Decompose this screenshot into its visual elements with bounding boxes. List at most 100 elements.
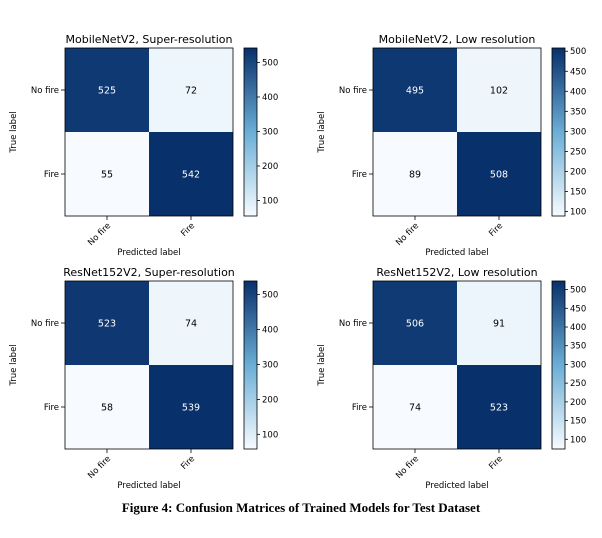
matrix-cell xyxy=(65,281,149,365)
matrix-cell xyxy=(149,365,233,449)
colorbar-tick-label: 300 xyxy=(262,127,278,137)
y-tick-label: No fire xyxy=(31,319,59,329)
y-axis-label: True label xyxy=(317,344,327,386)
colorbar-tick-label: 400 xyxy=(262,326,278,336)
colorbar-tick-label: 250 xyxy=(570,379,586,389)
figure-caption: Figure 4: Confusion Matrices of Trained … xyxy=(121,500,481,515)
cell-value-label: 74 xyxy=(409,403,421,414)
colorbar xyxy=(243,47,258,217)
cell-value-label: 523 xyxy=(490,403,508,414)
confusion-matrix-panel: MobileNetV2, Low resolution 495 102 89 508 No… xyxy=(317,33,586,258)
panel-title: MobileNetV2, Super-resolution xyxy=(65,33,232,46)
colorbar-tick-label: 500 xyxy=(570,47,586,57)
x-tick-label: No fire xyxy=(86,454,113,481)
confusion-matrix-panel: MobileNetV2, Super-resolution 525 72 55 542 N… xyxy=(9,33,278,258)
matrix-cell xyxy=(373,365,457,449)
confusion-matrix-figure: MobileNetV2, Super-resolution 525 72 55 542 N… xyxy=(9,33,586,490)
colorbar xyxy=(243,280,258,450)
colorbar-tick-label: 200 xyxy=(262,395,278,405)
y-tick-label: Fire xyxy=(44,403,59,413)
y-tick-label: No fire xyxy=(339,319,367,329)
matrix-cell xyxy=(149,281,233,365)
colorbar-tick-label: 300 xyxy=(570,360,586,370)
matrix-cell xyxy=(457,365,541,449)
panel-title: ResNet152V2, Super-resolution xyxy=(63,266,235,279)
colorbar-tick-label: 500 xyxy=(570,286,586,296)
colorbar-tick-label: 100 xyxy=(570,435,586,445)
y-tick-label: Fire xyxy=(352,403,367,413)
x-tick-label: Fire xyxy=(487,454,505,472)
colorbar-tick-label: 100 xyxy=(570,208,586,218)
y-axis-label: True label xyxy=(9,111,19,153)
y-tick-label: Fire xyxy=(44,170,59,180)
matrix-frame xyxy=(64,280,234,450)
x-axis-label: Predicted label xyxy=(117,248,180,258)
cell-value-label: 525 xyxy=(98,86,116,97)
colorbar-tick-label: 250 xyxy=(570,147,586,157)
colorbar-tick-label: 150 xyxy=(570,417,586,427)
matrix-cell xyxy=(373,48,457,132)
matrix-cell xyxy=(373,132,457,216)
colorbar-tick-label: 500 xyxy=(262,58,278,68)
confusion-matrix-panel: ResNet152V2, Low resolution 506 91 74 523 No … xyxy=(317,266,586,490)
matrix-cell xyxy=(65,365,149,449)
colorbar-tick-label: 350 xyxy=(570,107,586,117)
colorbar-tick-label: 400 xyxy=(570,323,586,333)
colorbar-tick-label: 200 xyxy=(262,162,278,172)
matrix-cell xyxy=(373,281,457,365)
x-tick-label: Fire xyxy=(179,221,197,239)
x-tick-label: No fire xyxy=(394,454,421,481)
cell-value-label: 508 xyxy=(490,170,508,181)
panel-title: ResNet152V2, Low resolution xyxy=(376,266,537,279)
colorbar-tick-label: 450 xyxy=(570,67,586,77)
matrix-cell xyxy=(457,281,541,365)
colorbar-tick-label: 500 xyxy=(262,291,278,301)
x-tick-label: Fire xyxy=(487,221,505,239)
x-tick-label: No fire xyxy=(394,221,421,248)
matrix-frame xyxy=(372,47,542,217)
y-axis-label: True label xyxy=(9,344,19,386)
cell-value-label: 89 xyxy=(409,170,421,181)
colorbar-tick-label: 200 xyxy=(570,398,586,408)
cell-value-label: 542 xyxy=(182,170,200,181)
colorbar-tick-label: 200 xyxy=(570,167,586,177)
colorbar-tick-label: 450 xyxy=(570,304,586,314)
cell-value-label: 72 xyxy=(185,86,197,97)
colorbar-tick-label: 400 xyxy=(262,93,278,103)
colorbar-tick-label: 400 xyxy=(570,87,586,97)
confusion-matrix-panel: ResNet152V2, Super-resolution 523 74 58 539 N… xyxy=(9,266,278,490)
x-axis-label: Predicted label xyxy=(117,481,180,490)
cell-value-label: 539 xyxy=(182,403,200,414)
panel-title: MobileNetV2, Low resolution xyxy=(379,33,536,46)
y-tick-label: No fire xyxy=(339,86,367,96)
x-axis-label: Predicted label xyxy=(425,248,488,258)
cell-value-label: 506 xyxy=(406,319,424,330)
colorbar-tick-label: 300 xyxy=(570,127,586,137)
colorbar-tick-label: 350 xyxy=(570,342,586,352)
matrix-frame xyxy=(372,280,542,450)
x-tick-label: No fire xyxy=(86,221,113,248)
y-axis-label: True label xyxy=(317,111,327,153)
cell-value-label: 74 xyxy=(185,319,197,330)
colorbar xyxy=(551,280,566,450)
cell-value-label: 523 xyxy=(98,319,116,330)
x-axis-label: Predicted label xyxy=(425,481,488,490)
y-tick-label: No fire xyxy=(31,86,59,96)
colorbar-tick-label: 150 xyxy=(570,188,586,198)
colorbar-tick-label: 100 xyxy=(262,196,278,206)
cell-value-label: 58 xyxy=(101,403,113,414)
colorbar-tick-label: 100 xyxy=(262,430,278,440)
cell-value-label: 91 xyxy=(493,319,505,330)
matrix-cell xyxy=(149,132,233,216)
y-tick-label: Fire xyxy=(352,170,367,180)
matrix-cell xyxy=(65,132,149,216)
colorbar xyxy=(551,47,566,217)
cell-value-label: 55 xyxy=(101,170,113,181)
matrix-cell xyxy=(457,132,541,216)
matrix-cell xyxy=(65,48,149,132)
x-tick-label: Fire xyxy=(179,454,197,472)
matrix-frame xyxy=(64,47,234,217)
matrix-cell xyxy=(149,48,233,132)
cell-value-label: 102 xyxy=(490,86,508,97)
cell-value-label: 495 xyxy=(406,86,424,97)
